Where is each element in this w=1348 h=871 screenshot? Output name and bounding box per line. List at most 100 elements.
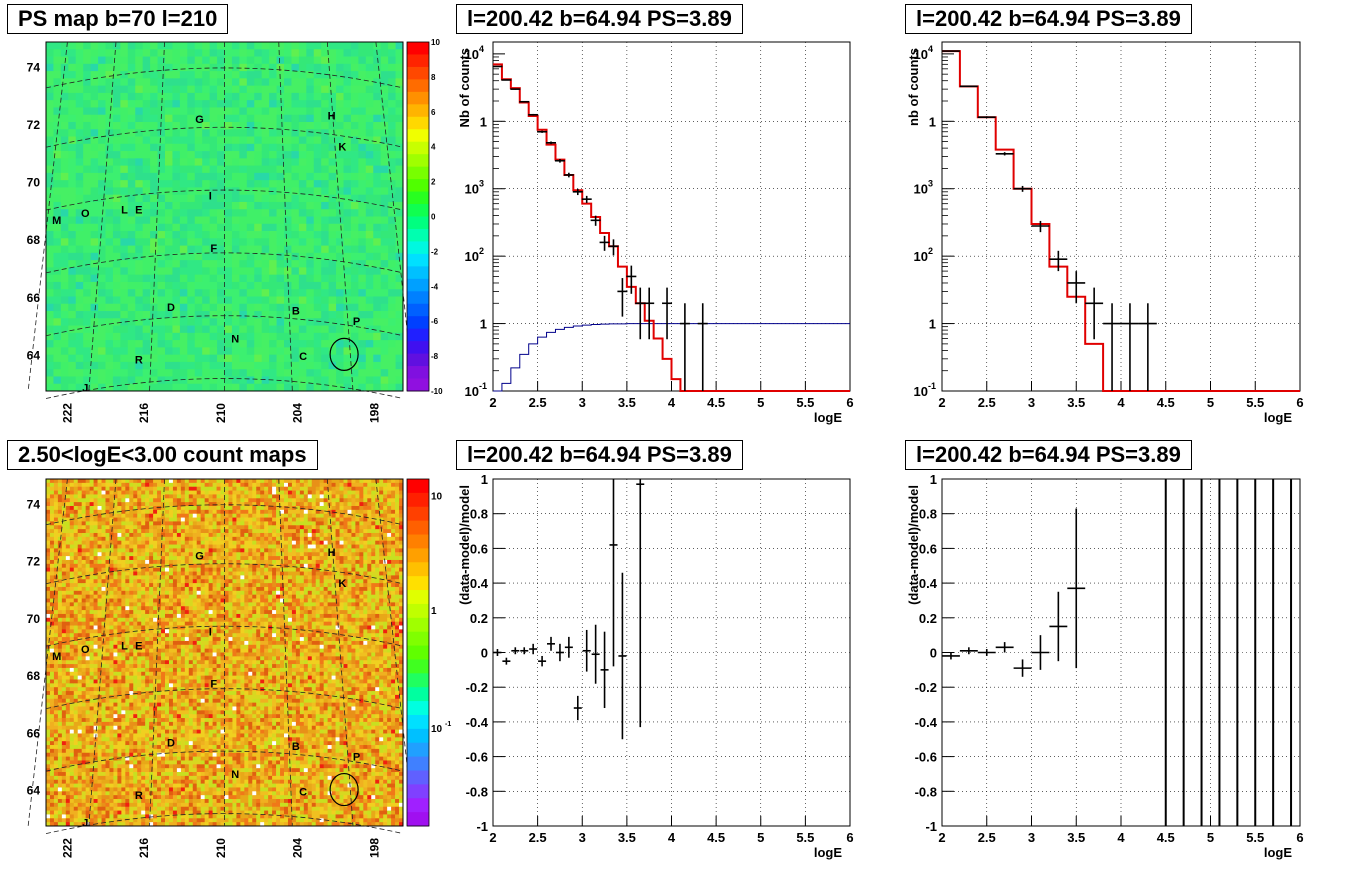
map-pixel [365,332,374,341]
map-pixel [358,49,367,57]
map-pixel [313,85,322,94]
map-pixel [133,532,138,538]
map-pixel [105,694,110,700]
map-pixel [117,563,122,569]
map-pixel [141,694,146,700]
map-pixel [121,683,126,688]
map-pixel [395,121,404,130]
map-pixel [73,482,79,488]
map-pixel [135,63,144,72]
map-pixel [343,209,352,217]
map-pixel [142,383,151,392]
map-pixel [373,303,382,312]
map-pixel [239,114,248,123]
map-pixel [350,114,359,123]
map-pixel [202,303,211,312]
map-pixel [46,652,51,657]
map-pixel [85,594,91,599]
map-pixel [157,664,162,669]
map-pixel [269,143,277,152]
map-pixel [112,209,121,217]
map-pixel [172,347,181,356]
map-pixel [68,267,77,276]
map-pixel [157,691,162,696]
map-pixel [93,532,98,538]
map-pixel [254,296,263,305]
map-pixel [77,667,83,673]
map-pixel [53,513,59,518]
map-pixel [261,289,270,297]
map-pixel [269,121,277,130]
map-pixel [125,660,130,665]
map-pixel [53,818,59,823]
map-pixel [388,354,396,363]
map-pixel [101,509,106,515]
map-pixel [269,238,277,246]
map-pixel [85,810,91,815]
map-pixel [97,818,102,823]
map-pixel [61,482,67,488]
map-pixel [112,325,121,334]
map-pixel [113,802,118,808]
map-pixel [125,598,130,603]
map-pixel [145,559,150,565]
map-pixel [68,238,77,246]
map-pixel [73,810,79,815]
map-pixel [46,281,54,290]
map-pixel [89,664,94,669]
map-pixel [65,479,71,484]
map-pixel [46,121,54,130]
map-pixel [85,691,91,696]
map-pixel [209,92,218,101]
map-pixel [97,532,102,538]
map-pixel [97,521,102,526]
map-pixel [69,660,75,665]
map-pixel [49,494,55,499]
map-pixel [129,629,134,634]
map-pixel [117,606,122,611]
map-pixel [358,71,367,79]
map-pixel [150,376,158,385]
map-pixel [187,245,196,254]
source-label-n: N [231,334,239,346]
map-pixel [157,633,162,638]
map-pixel [105,529,110,534]
map-pixel [388,136,396,145]
map-pixel [165,194,173,203]
map-pixel [121,787,126,792]
map-pixel [73,529,79,534]
map-pixel [321,136,330,145]
map-pixel [133,737,138,742]
map-pixel [217,274,225,283]
map-pixel [224,136,233,145]
map-pixel [298,201,307,210]
map-pixel [149,540,154,545]
map-pixel [97,567,102,572]
map-pixel [231,354,240,363]
map-pixel [298,260,307,268]
map-pixel [149,694,154,700]
map-pixel [373,347,382,356]
map-pixel [133,482,138,488]
map-pixel [97,791,102,796]
map-pixel [179,369,188,377]
map-pixel [150,209,158,217]
map-pixel [172,260,181,268]
map-pixel [53,78,62,87]
map-pixel [46,92,54,101]
map-pixel [141,529,146,534]
map-pixel [202,151,211,159]
map-pixel [101,702,106,707]
map-pixel [101,583,106,588]
map-pixel [125,691,130,696]
map-pixel [46,586,51,592]
map-pixel [73,517,79,522]
map-pixel [209,383,218,392]
map-pixel [350,136,359,145]
map-pixel [105,791,110,796]
map-pixel [373,361,382,370]
map-pixel [46,729,51,734]
map-pixel [113,822,118,827]
map-pixel [117,791,122,796]
map-pixel [81,791,87,796]
